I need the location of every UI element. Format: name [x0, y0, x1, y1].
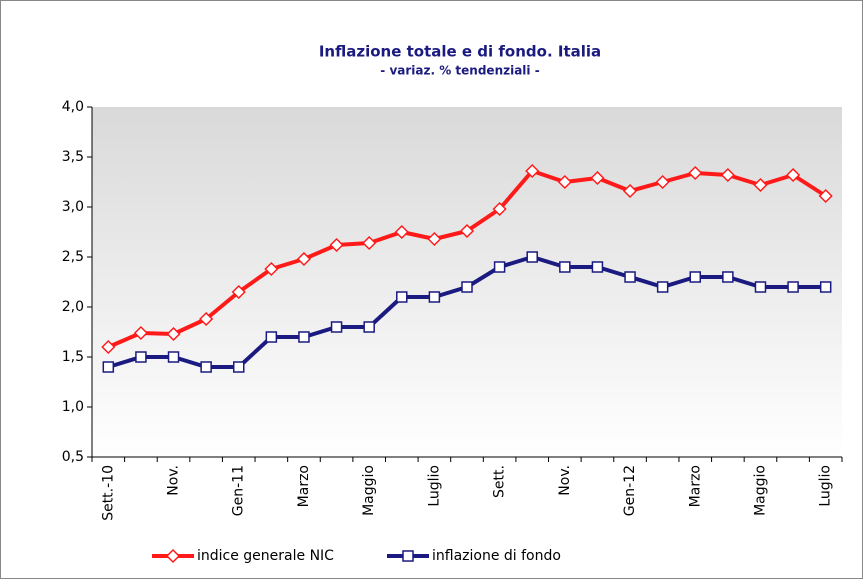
data-point	[689, 271, 702, 283]
y-tick-label: 3,5	[62, 149, 84, 165]
data-point	[786, 167, 801, 183]
data-point	[101, 339, 116, 355]
data-point	[428, 291, 441, 303]
data-point	[330, 321, 343, 333]
x-tick-label: Marzo	[687, 465, 703, 507]
x-tick-label: Maggio	[752, 465, 768, 516]
data-point	[133, 325, 148, 341]
data-point	[622, 183, 638, 199]
chart-subtitle: - variaz. % tendenziali -	[380, 64, 539, 78]
data-point	[819, 281, 832, 293]
data-point	[590, 170, 605, 186]
data-point	[493, 261, 506, 273]
data-point	[720, 167, 735, 183]
data-point	[787, 281, 799, 293]
data-point	[166, 326, 181, 342]
data-point	[264, 261, 279, 277]
legend-label: inflazione di fondo	[432, 548, 561, 564]
y-tick-label: 2,5	[62, 249, 84, 265]
y-tick-label: 0,5	[62, 449, 84, 465]
data-point	[525, 163, 540, 179]
y-tick-label: 1,0	[62, 399, 84, 415]
data-point	[296, 251, 312, 267]
x-tick-label: Gen-11	[231, 465, 247, 516]
data-point	[167, 351, 180, 363]
x-tick-label: Sett.-10	[100, 465, 116, 521]
y-tick-label: 2,0	[62, 299, 84, 315]
data-point	[265, 331, 278, 343]
chart-title: Inflazione totale e di fondo. Italia	[319, 43, 601, 61]
data-point	[688, 165, 703, 181]
x-tick-label: Nov.	[166, 465, 182, 496]
data-point	[135, 351, 147, 363]
legend-label: indice generale NIC	[197, 548, 334, 564]
x-tick-label: Luglio	[818, 465, 834, 507]
x-tick-label: Maggio	[361, 465, 377, 516]
x-tick-label: Nov.	[557, 465, 573, 496]
x-tick-label: Sett.	[492, 465, 508, 498]
data-point	[396, 291, 408, 303]
data-point	[526, 251, 538, 263]
data-point	[427, 231, 442, 247]
data-point	[754, 281, 767, 293]
data-point	[591, 261, 604, 273]
data-point	[102, 361, 115, 373]
x-tick-label: Luglio	[426, 465, 442, 507]
data-point	[624, 271, 636, 283]
data-point	[753, 177, 768, 193]
data-point	[363, 321, 375, 333]
data-point	[818, 188, 833, 204]
legend-marker	[402, 550, 414, 562]
data-point	[298, 331, 310, 343]
y-tick-label: 3,0	[62, 199, 84, 215]
data-point	[656, 281, 669, 293]
data-point	[655, 174, 670, 190]
x-tick-label: Marzo	[296, 465, 312, 507]
data-point	[459, 223, 475, 239]
data-point	[722, 271, 734, 283]
data-point	[200, 361, 212, 373]
data-point	[394, 224, 409, 240]
data-point	[362, 235, 377, 251]
y-tick-label: 1,5	[62, 349, 84, 365]
data-point	[461, 281, 473, 293]
x-tick-label: Gen-12	[622, 465, 638, 516]
data-point	[492, 201, 507, 217]
data-point	[557, 174, 572, 190]
data-point	[232, 361, 245, 373]
data-point	[559, 261, 571, 273]
data-point	[231, 284, 246, 300]
data-point	[329, 237, 344, 253]
y-tick-label: 4,0	[62, 99, 84, 115]
data-point	[199, 311, 214, 327]
legend-marker	[165, 548, 181, 564]
